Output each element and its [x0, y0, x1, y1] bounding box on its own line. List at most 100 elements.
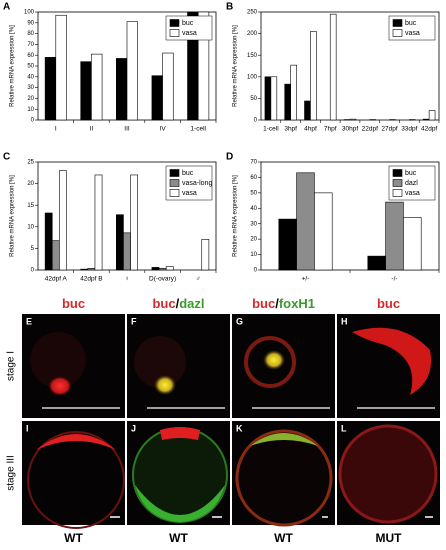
- bar: [428, 110, 436, 121]
- title-part: /: [275, 296, 279, 311]
- panel-letter: J: [131, 423, 136, 433]
- bar: [197, 11, 210, 121]
- legend-label: buc: [405, 20, 417, 27]
- micrographs: [22, 314, 440, 529]
- bar: [151, 75, 163, 121]
- y-tick-label: 20: [27, 181, 34, 187]
- y-axis-label: Relative mRNA expression [%]: [10, 25, 16, 107]
- x-tick-label: IV: [160, 126, 167, 133]
- bar: [304, 100, 311, 121]
- bar: [290, 64, 297, 121]
- x-tick-label: -/-: [391, 276, 397, 283]
- y-tick-label: 30: [27, 85, 34, 91]
- y-tick-label: 0: [254, 118, 258, 124]
- title-part: buc: [62, 296, 85, 311]
- panel-letter: G: [236, 316, 243, 326]
- bar: [329, 13, 337, 121]
- y-tick-label: 150: [247, 53, 258, 59]
- x-tick-label: 7hpf: [324, 126, 337, 133]
- cell: [27, 431, 125, 529]
- signal: [160, 427, 200, 440]
- bar: [278, 218, 297, 271]
- panel-letter: L: [341, 423, 347, 433]
- bar: [44, 57, 57, 121]
- bar: [130, 174, 138, 271]
- bar: [264, 76, 272, 121]
- y-tick-label: 100: [247, 74, 258, 80]
- x-tick-label: 4hpf: [304, 126, 317, 133]
- y-tick-label: 20: [27, 96, 34, 102]
- y-tick-label: 40: [250, 206, 257, 212]
- legend-label: vasa: [405, 190, 420, 197]
- y-tick-label: 10: [250, 252, 257, 258]
- y-tick-label: 60: [250, 175, 257, 181]
- y-tick-label: 90: [27, 20, 34, 26]
- x-tick-label: 33dpf: [401, 126, 417, 133]
- panel-letter: A: [3, 2, 10, 13]
- legend-swatch: [392, 179, 403, 187]
- legend-label: buc: [182, 20, 194, 27]
- bar: [349, 118, 357, 121]
- column-title: buc/dazl: [152, 296, 204, 311]
- x-tick-label: 42dpf: [421, 126, 437, 133]
- x-tick-label: 1-cell: [190, 126, 206, 133]
- bar: [116, 58, 128, 121]
- column-title: buc: [62, 296, 85, 311]
- panel-letter: H: [341, 316, 348, 326]
- legend-swatch: [169, 169, 180, 177]
- genotype-label: WT: [274, 531, 293, 545]
- legend-swatch: [392, 19, 403, 27]
- legend-label: dazl: [405, 180, 418, 187]
- bar-chart: A Relative mRNA expression [%] 0 10 20 30 40 50…: [3, 2, 217, 133]
- y-tick-label: 25: [27, 160, 34, 166]
- title-part: foxH1: [279, 296, 315, 311]
- x-tick-label: 30hpf: [342, 126, 358, 133]
- title-part: /: [176, 296, 180, 311]
- y-tick-label: 15: [27, 203, 34, 209]
- bar: [422, 118, 430, 121]
- y-tick-label: 5: [31, 246, 35, 252]
- legend-swatch: [169, 179, 180, 187]
- bar-chart: D Relative mRNA expression [%] 0 10 20 30 40 50…: [226, 152, 440, 283]
- legend-label: vasa-long: [182, 180, 212, 187]
- legend-swatch: [169, 29, 180, 37]
- y-tick-label: 10: [27, 224, 34, 230]
- y-axis-label: Relative mRNA expression [%]: [233, 25, 239, 107]
- bar: [91, 53, 103, 121]
- x-tick-label: 3hpf: [284, 126, 297, 133]
- legend-label: vasa: [405, 30, 420, 37]
- signal: [263, 350, 285, 370]
- y-tick-label: 70: [250, 160, 257, 166]
- bar: [123, 232, 131, 271]
- x-tick-label: +/-: [302, 276, 310, 283]
- bar: [296, 172, 315, 271]
- panel-letter: E: [26, 316, 32, 326]
- cell: [132, 427, 228, 523]
- bar: [158, 267, 167, 271]
- row-label: stage III: [6, 455, 17, 491]
- x-tick-label: II: [90, 126, 94, 133]
- bar: [385, 201, 404, 271]
- title-part: buc: [377, 296, 400, 311]
- y-axis-label: Relative mRNA expression [%]: [233, 175, 239, 257]
- panel-letter: F: [131, 316, 137, 326]
- panel-letter: C: [3, 152, 10, 163]
- cell: [134, 336, 186, 388]
- y-tick-label: 0: [254, 268, 258, 274]
- x-tick-label: 42dpf A: [45, 276, 68, 283]
- panel-letter: B: [226, 2, 233, 13]
- bar: [59, 170, 67, 271]
- image-panel: [232, 314, 335, 418]
- legend-swatch: [169, 19, 180, 27]
- bar: [270, 76, 278, 121]
- signal: [250, 433, 318, 446]
- legend-swatch: [169, 189, 180, 197]
- genotype-label: WT: [64, 531, 83, 545]
- x-tick-label: 1-cell: [263, 126, 279, 133]
- bar: [403, 217, 422, 271]
- title-part: dazl: [179, 296, 204, 311]
- legend-swatch: [392, 169, 403, 177]
- bar: [165, 266, 174, 271]
